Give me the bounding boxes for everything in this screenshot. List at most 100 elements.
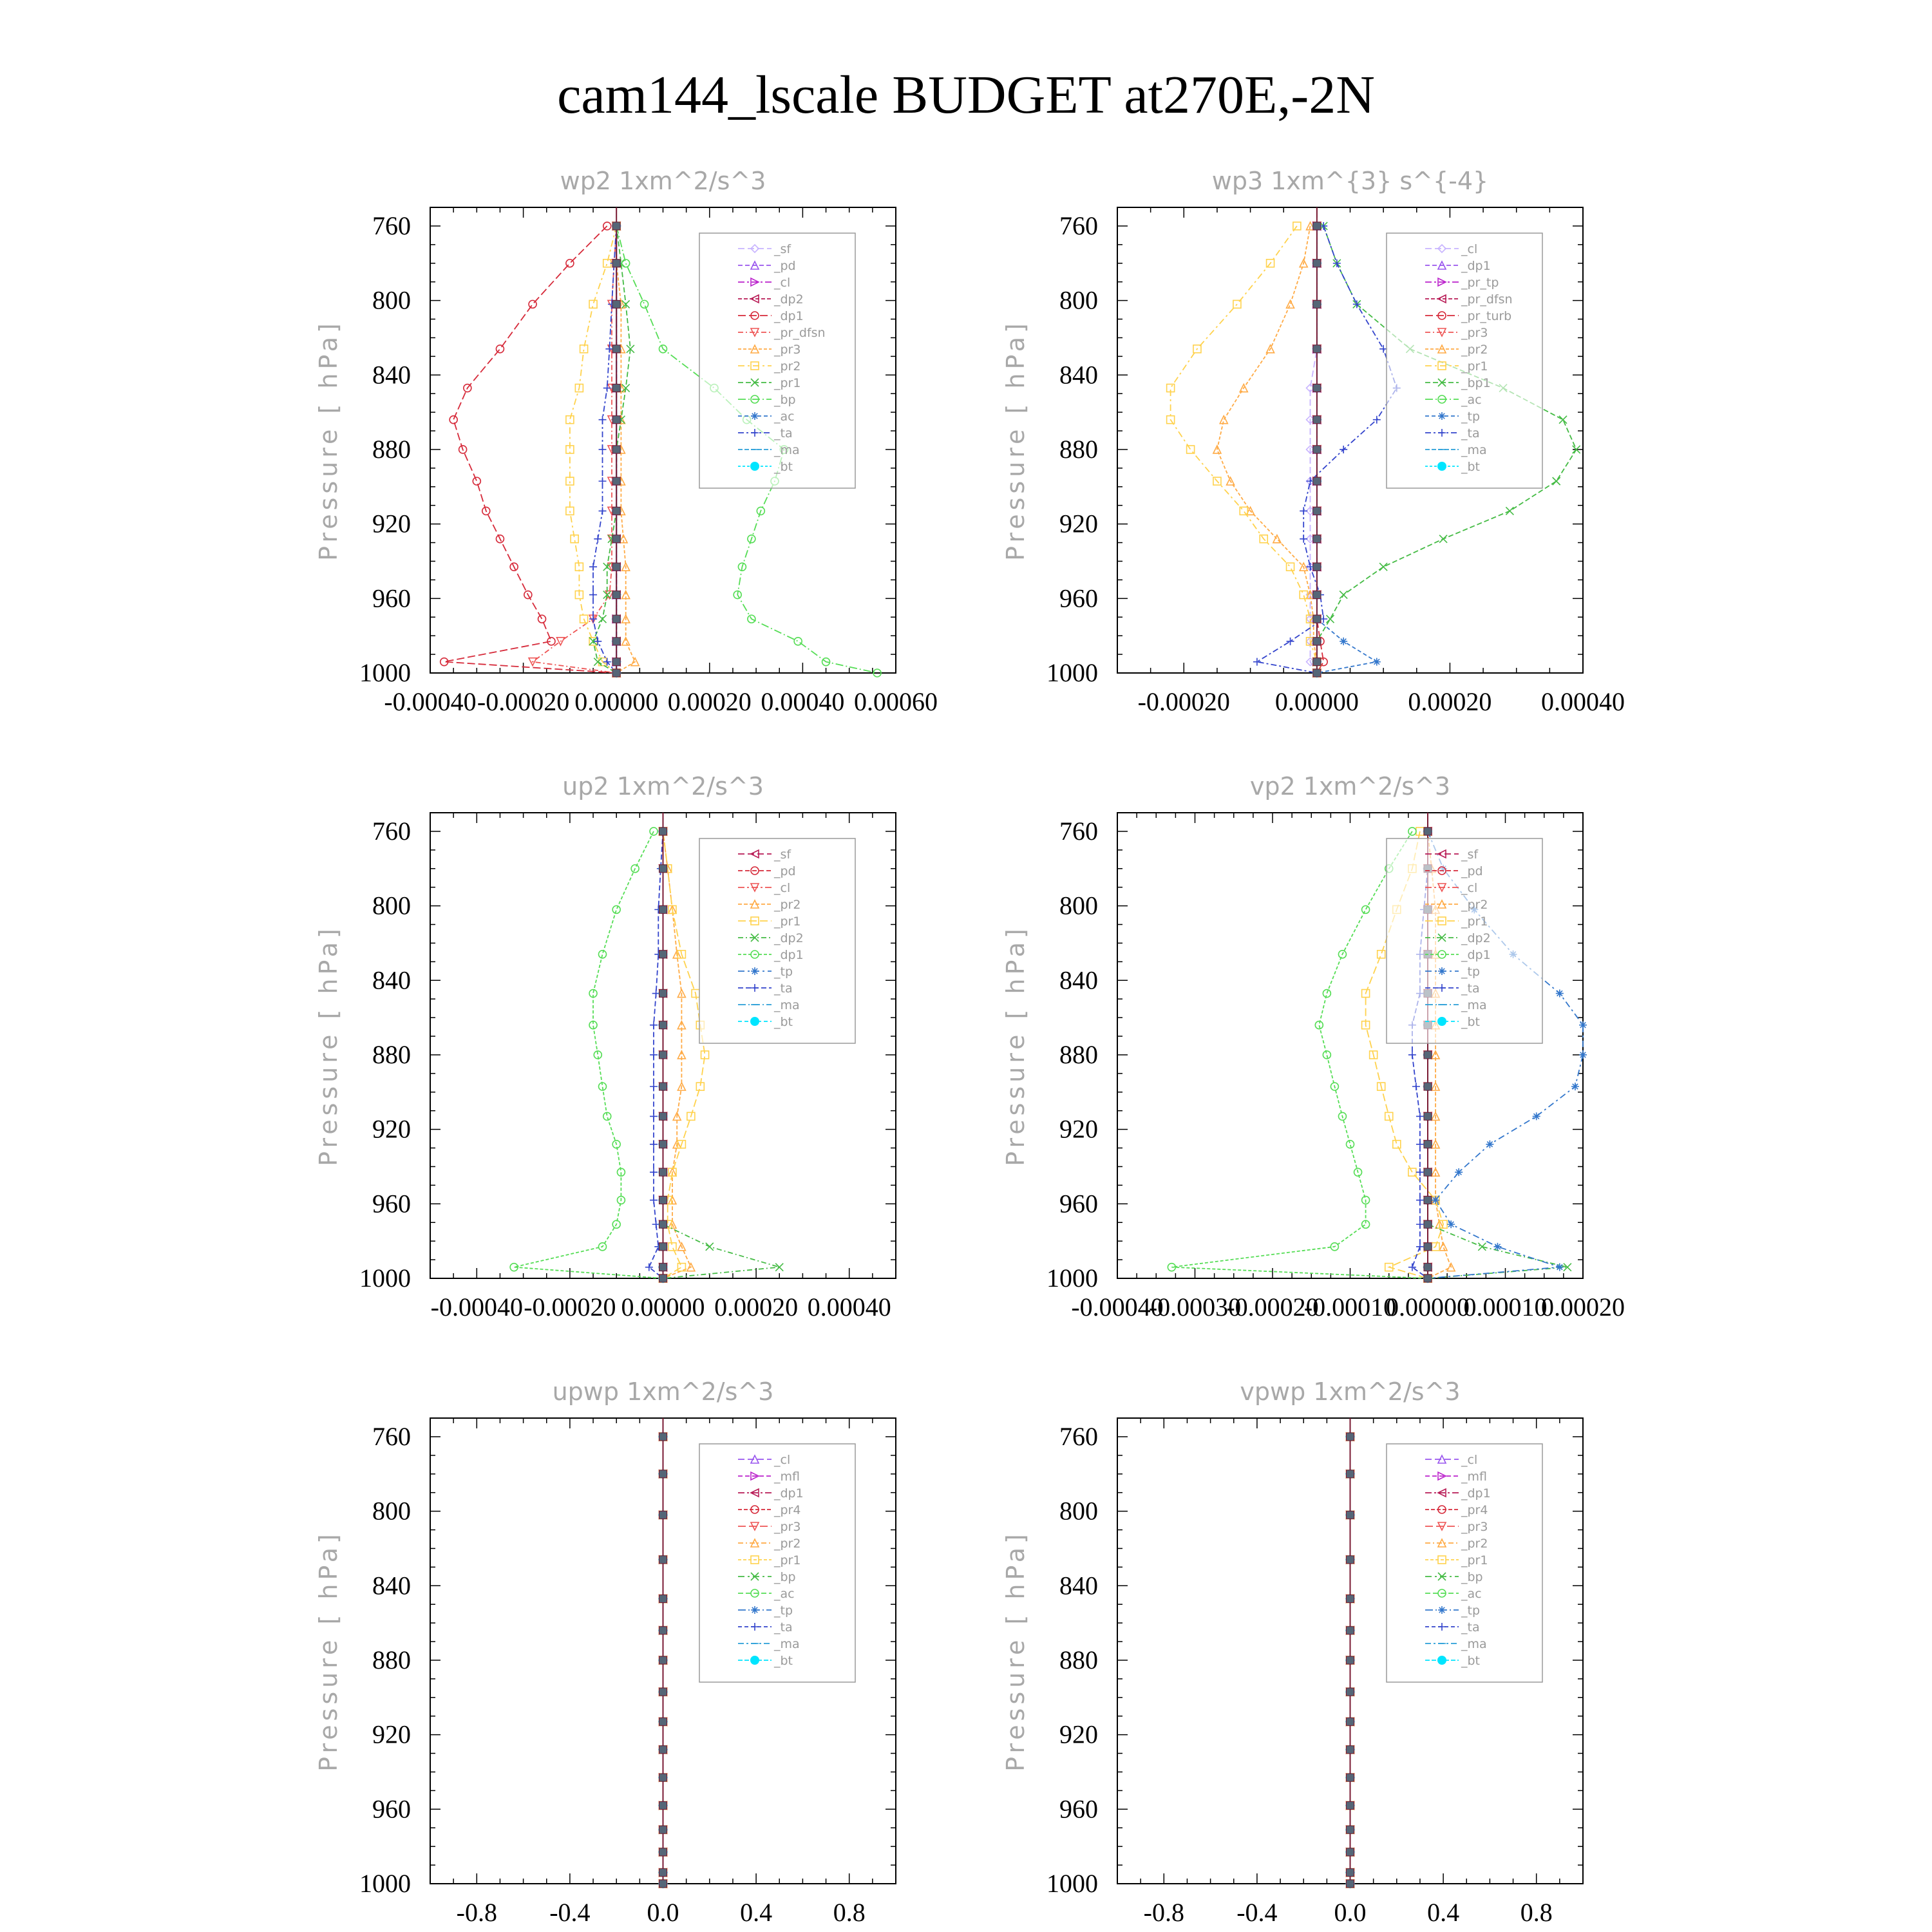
- legend-entry-ta: _ta: [738, 426, 793, 440]
- legend-entry-ta: _ta: [1425, 426, 1480, 440]
- data-point: [565, 477, 574, 486]
- y-tick-label: 1000: [359, 658, 411, 687]
- legend-label: _pr2: [1461, 898, 1488, 912]
- legend-entry-cl: _cl: [738, 1453, 790, 1467]
- data-point: [603, 590, 612, 600]
- legend-marker: [750, 311, 759, 320]
- data-point: [677, 1019, 687, 1030]
- data-point: [598, 507, 607, 515]
- legend-entry-pr2: _pr2: [738, 359, 800, 374]
- data-point: [650, 1112, 658, 1121]
- legend-label: _dp1: [1461, 259, 1491, 273]
- y-tick-label: 840: [372, 1571, 411, 1600]
- legend-label: _ac: [1461, 1587, 1482, 1601]
- figure-title: cam144_lscale BUDGET at270E,-2N: [557, 65, 1375, 125]
- legend-label: _bp: [773, 393, 796, 407]
- legend-entry-bt: _bt: [1425, 1654, 1480, 1668]
- legend-label: _ma: [773, 1637, 800, 1651]
- series-line: [1216, 225, 1318, 673]
- data-point: [1430, 1081, 1441, 1091]
- legend-marker: [1438, 984, 1446, 992]
- zero-point: [659, 1112, 667, 1121]
- data-point: [630, 656, 640, 667]
- legend-marker: [750, 1017, 759, 1026]
- y-tick-label: 1000: [1046, 1869, 1098, 1898]
- zero-point: [659, 1801, 667, 1810]
- x-tick-label: 0.0: [647, 1898, 679, 1927]
- legend-marker: [750, 1454, 760, 1464]
- data-point: [1340, 637, 1348, 645]
- data-point: [700, 1050, 710, 1059]
- x-tick-label: 0.00020: [668, 687, 752, 716]
- data-point: [1571, 1083, 1579, 1091]
- data-point: [537, 614, 547, 623]
- data-point: [677, 949, 687, 959]
- zero-point: [612, 591, 621, 600]
- legend-entry-pr2: _pr2: [1425, 343, 1488, 357]
- legend-entry-dp1: _dp1: [1425, 948, 1491, 962]
- y-tick-label: 920: [1059, 1115, 1098, 1144]
- y-tick-label: 840: [1059, 965, 1098, 994]
- legend-label: _ma: [1461, 1637, 1487, 1651]
- legend-marker: [1438, 1623, 1446, 1631]
- x-tick-label: -0.00040: [384, 687, 476, 716]
- legend-entry-ma: _ma: [1425, 998, 1487, 1012]
- data-point: [602, 222, 612, 231]
- data-point: [747, 534, 756, 544]
- data-point: [1392, 1139, 1401, 1149]
- legend-label: _cl: [1461, 242, 1477, 256]
- legend-label: _bt: [773, 1654, 793, 1668]
- data-point: [645, 1263, 653, 1271]
- legend-entry-pd: _pd: [738, 259, 796, 273]
- data-point: [672, 1139, 682, 1149]
- data-point: [672, 1111, 682, 1121]
- legend-marker: [751, 1606, 759, 1614]
- y-tick-label: 1000: [1046, 1264, 1098, 1293]
- legend-label: _bp1: [1461, 376, 1491, 390]
- legend-entry-pr1: _pr1: [738, 914, 800, 929]
- legend-label: _ta: [1461, 981, 1480, 996]
- legend-entry-ma: _ma: [738, 998, 800, 1012]
- x-tick-label: 0.00040: [1541, 687, 1625, 716]
- data-point: [616, 1195, 626, 1205]
- legend-entry-sf: _sf: [738, 242, 791, 256]
- data-point: [1259, 534, 1269, 544]
- x-tick-label: 0.4: [1427, 1898, 1459, 1927]
- zero-point: [659, 1595, 667, 1604]
- x-tick-label: 0.4: [740, 1898, 772, 1927]
- series-line: [1170, 225, 1318, 673]
- legend-label: _pr_tp: [1461, 276, 1499, 290]
- y-tick-label: 840: [1059, 360, 1098, 389]
- series-line: [1255, 225, 1397, 674]
- x-tick-label: 0.00000: [621, 1293, 705, 1321]
- data-point: [1376, 949, 1386, 959]
- data-point: [793, 637, 802, 646]
- data-point: [650, 1140, 658, 1148]
- data-point: [677, 1262, 687, 1272]
- legend-label: _tp: [1461, 1604, 1480, 1618]
- legend-marker: [750, 361, 759, 370]
- data-point: [1408, 1263, 1416, 1271]
- legend-entry-cl: _cl: [1425, 1453, 1477, 1467]
- legend-entry-tp: _tp: [1425, 410, 1480, 424]
- zero-point: [659, 1745, 667, 1754]
- zero-point: [612, 658, 621, 667]
- legend-entry-pr_dfsn: _pr_dfsn: [1425, 292, 1513, 307]
- legend-marker: [1437, 933, 1446, 942]
- data-point: [672, 949, 682, 959]
- y-tick-label: 880: [1059, 1645, 1098, 1674]
- legend-entry-cl: _cl: [1425, 881, 1477, 895]
- data-point: [1305, 221, 1315, 231]
- legend-label: _bp: [1461, 1570, 1483, 1584]
- y-tick-label: 760: [1059, 211, 1098, 240]
- y-tick-label: 1000: [359, 1264, 411, 1293]
- y-tick-label: 760: [372, 211, 411, 240]
- y-tick-label: 920: [1059, 509, 1098, 538]
- legend-marker: [750, 1656, 759, 1665]
- data-point: [1322, 989, 1332, 998]
- legend-entry-dp2: _dp2: [738, 931, 804, 945]
- y-tick-label: 920: [1059, 1720, 1098, 1749]
- data-point: [589, 989, 598, 998]
- legend-entry-pr_dfsn: _pr_dfsn: [738, 326, 826, 340]
